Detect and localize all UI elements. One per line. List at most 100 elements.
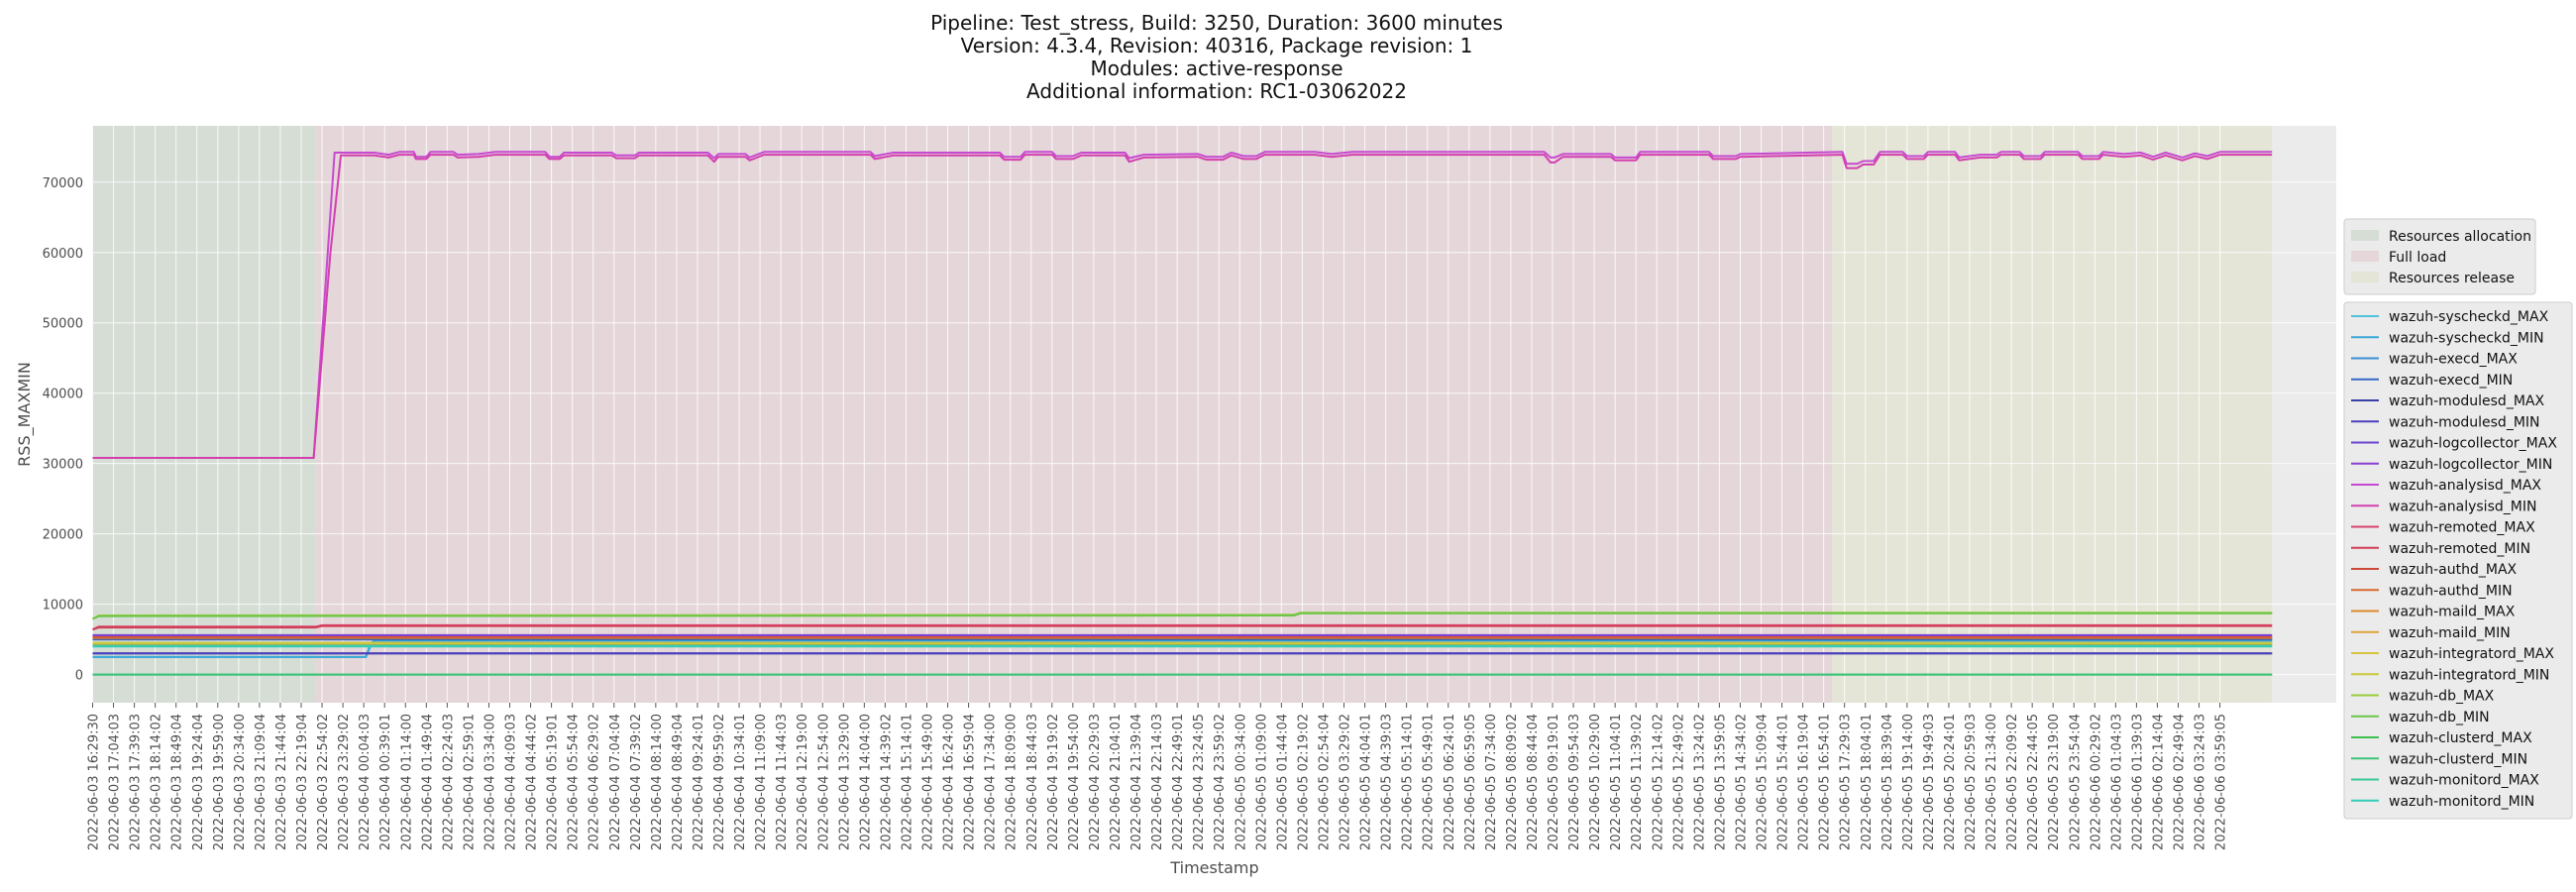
x-tick-label: 2022-06-03 22:19:04 [295,714,310,850]
x-tick-label: 2022-06-05 02:54:04 [1317,714,1332,850]
x-tick-label: 2022-06-04 12:19:00 [796,714,810,850]
x-tick-label: 2022-06-05 17:29:03 [1839,714,1854,850]
x-tick-label: 2022-06-03 16:29:30 [87,714,102,850]
x-tick-label: 2022-06-05 06:24:01 [1443,714,1457,850]
title-line-3: Modules: active-response [1090,56,1342,80]
x-tick-label: 2022-06-04 15:49:00 [921,714,936,850]
x-tick-label: 2022-06-06 03:24:03 [2194,714,2208,850]
x-tick-label: 2022-06-04 10:34:01 [733,714,748,850]
x-tick-label: 2022-06-05 16:19:04 [1797,714,1812,850]
x-tick-label: 2022-06-06 01:39:03 [2130,714,2145,850]
x-tick-label: 2022-06-05 05:14:01 [1401,714,1416,850]
x-tick-label: 2022-06-05 13:59:05 [1713,714,1728,850]
y-axis-label: RSS_MAXMIN [15,362,35,467]
y-tick-label: 70000 [43,176,83,191]
x-tick-label: 2022-06-05 00:34:00 [1234,714,1248,850]
x-tick-label: 2022-06-05 23:54:04 [2068,714,2083,850]
grid-lines [92,126,2336,703]
x-tick-label: 2022-06-04 08:14:00 [650,714,665,850]
x-tick-label: 2022-06-03 23:29:02 [337,714,352,850]
phase-legend: Resources allocation Full load Resources r… [2343,218,2536,295]
x-tick-label: 2022-06-04 08:49:04 [671,714,686,850]
x-tick-label: 2022-06-05 16:54:01 [1818,714,1833,850]
phase-band-1 [315,126,1833,703]
series-legend-label: wazuh-remoted_MAX [2389,520,2535,536]
x-tick-label: 2022-06-04 07:39:02 [629,714,644,850]
x-tick-label: 2022-06-04 15:14:01 [900,714,914,850]
x-tick-label: 2022-06-04 17:34:00 [984,714,999,850]
x-tick-label: 2022-06-05 15:09:04 [1756,714,1771,850]
series-legend-label: wazuh-db_MIN [2389,710,2490,725]
x-tick-label: 2022-06-04 19:54:00 [1067,714,1082,850]
x-tick-label: 2022-06-04 20:29:03 [1088,714,1103,850]
x-tick-label: 2022-06-04 11:09:00 [754,714,769,850]
x-tick-label: 2022-06-05 10:29:00 [1588,714,1603,850]
y-tick-label: 30000 [43,458,83,473]
x-tick-label: 2022-06-04 04:44:02 [525,714,540,850]
phase-legend-label: Resources allocation [2389,229,2531,245]
x-tick-label: 2022-06-05 19:49:03 [1922,714,1937,850]
x-tick-label: 2022-06-05 19:14:00 [1901,714,1916,850]
chart-title: Pipeline: Test_stress, Build: 3250, Dura… [930,11,1503,103]
phase-legend-swatch [2351,272,2379,282]
x-tick-label: 2022-06-05 20:59:03 [1964,714,1979,850]
x-tick-label: 2022-06-05 08:09:02 [1505,714,1520,850]
x-tick-label: 2022-06-03 18:49:04 [170,714,185,850]
title-line-2: Version: 4.3.4, Revision: 40316, Package… [961,34,1473,57]
phase-legend-swatch [2351,230,2379,241]
x-tick-label: 2022-06-04 16:59:04 [963,714,978,850]
x-tick-label: 2022-06-03 18:14:02 [150,714,164,850]
x-tick-label: 2022-06-04 12:54:00 [816,714,831,850]
y-tick-label: 40000 [43,388,83,402]
x-tick-label: 2022-06-05 05:49:01 [1422,714,1437,850]
x-tick-label: 2022-06-04 07:04:04 [608,714,623,850]
x-tick-label: 2022-06-04 05:54:04 [567,714,582,850]
x-tick-label: 2022-06-04 14:04:00 [858,714,873,850]
x-tick-label: 2022-06-04 04:09:03 [504,714,519,850]
series-legend-label: wazuh-execd_MIN [2389,373,2513,389]
phase-legend-swatch [2351,251,2379,262]
x-tick-label: 2022-06-04 18:09:00 [1005,714,1020,850]
x-tick-label: 2022-06-04 13:29:00 [837,714,852,850]
series-legend-label: wazuh-syscheckd_MIN [2389,330,2544,346]
series-legend-label: wazuh-syscheckd_MAX [2389,309,2549,325]
x-tick-label: 2022-06-04 00:39:01 [378,714,393,850]
series-legend-label: wazuh-modulesd_MAX [2389,393,2544,409]
x-tick-label: 2022-06-04 19:19:02 [1046,714,1061,850]
x-tick-label: 2022-06-05 22:09:02 [2005,714,2020,850]
x-tick-label: 2022-06-05 04:04:01 [1359,714,1374,850]
x-tick-label: 2022-06-04 22:14:03 [1150,714,1165,850]
x-tick-labels: 2022-06-03 16:29:30 2022-06-03 17:04:03 20… [87,703,2229,850]
x-tick-label: 2022-06-05 20:24:01 [1943,714,1958,850]
x-tick-label: 2022-06-05 18:04:01 [1860,714,1875,850]
x-tick-label: 2022-06-05 03:29:02 [1339,714,1353,850]
x-tick-label: 2022-06-04 16:24:00 [942,714,957,850]
y-tick-label: 60000 [43,247,83,262]
x-tick-label: 2022-06-04 03:34:00 [483,714,497,850]
x-tick-label: 2022-06-04 01:49:04 [420,714,435,850]
y-tick-label: 0 [75,669,83,684]
x-tick-label: 2022-06-03 22:54:02 [316,714,331,850]
x-tick-label: 2022-06-05 22:44:05 [2026,714,2041,850]
x-tick-label: 2022-06-03 21:09:04 [254,714,268,850]
x-tick-label: 2022-06-05 12:49:02 [1671,714,1686,850]
x-tick-label: 2022-06-04 23:24:05 [1192,714,1207,850]
x-tick-label: 2022-06-05 11:04:01 [1609,714,1624,850]
x-tick-label: 2022-06-05 12:14:02 [1651,714,1665,850]
x-tick-label: 2022-06-05 21:34:00 [1985,714,1999,850]
series-legend-label: wazuh-analysisd_MIN [2389,499,2536,514]
x-tick-label: 2022-06-06 02:14:04 [2151,714,2166,850]
x-axis-label: Timestamp [1169,858,1258,877]
y-tick-labels: 0 10000 20000 30000 40000 50000 60000 70000 [43,176,83,684]
x-tick-label: 2022-06-04 21:39:04 [1129,714,1144,850]
x-tick-label: 2022-06-05 02:19:02 [1296,714,1311,850]
phase-legend-label: Full load [2389,250,2446,266]
x-tick-label: 2022-06-03 17:39:03 [129,714,144,850]
x-tick-label: 2022-06-04 09:24:01 [692,714,706,850]
series-legend-label: wazuh-db_MAX [2389,689,2495,705]
title-line-4: Additional information: RC1-03062022 [1026,79,1407,103]
series-lines [92,151,2273,676]
series-legend-label: wazuh-clusterd_MIN [2389,751,2527,767]
x-tick-label: 2022-06-04 01:14:00 [399,714,414,850]
